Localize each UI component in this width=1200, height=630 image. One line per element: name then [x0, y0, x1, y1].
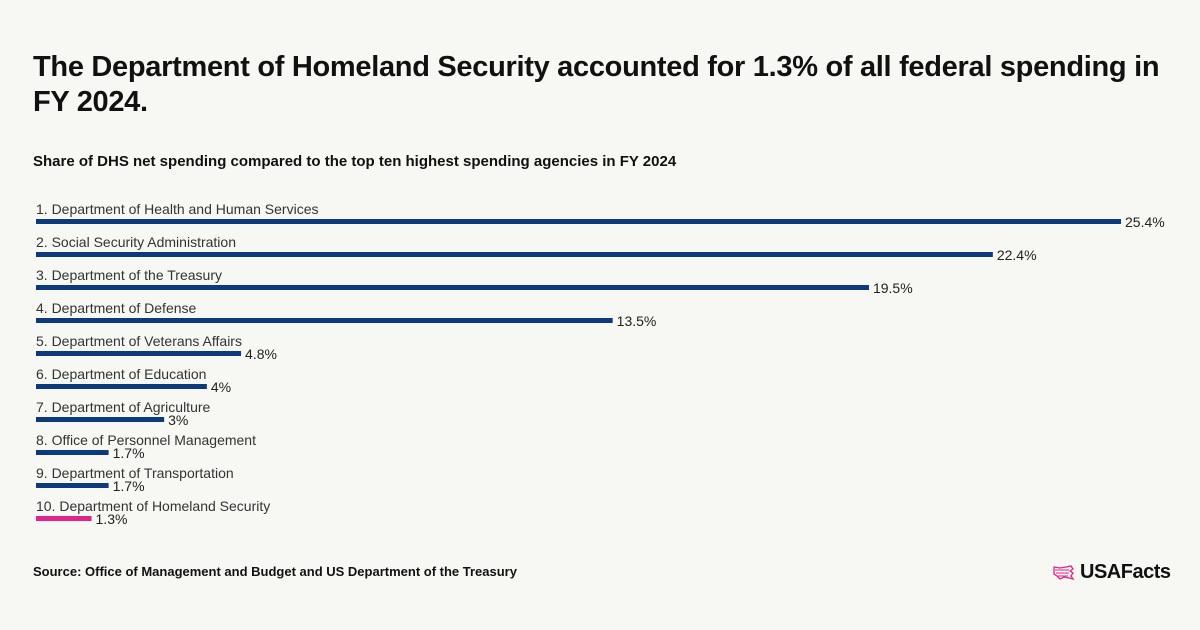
bar	[36, 285, 869, 290]
value-label: 1.7%	[113, 445, 145, 461]
value-label: 4%	[211, 379, 231, 395]
category-label: 5. Department of Veterans Affairs	[36, 333, 242, 349]
category-label: 6. Department of Education	[36, 366, 206, 382]
bar	[36, 318, 613, 323]
category-label: 4. Department of Defense	[36, 300, 197, 316]
value-label: 22.4%	[997, 247, 1037, 263]
bar	[36, 483, 109, 488]
category-label: 7. Department of Agriculture	[36, 399, 211, 415]
chart-title: The Department of Homeland Security acco…	[33, 51, 1160, 118]
chart-subtitle: Share of DHS net spending compared to th…	[33, 153, 677, 170]
category-label: 10. Department of Homeland Security	[36, 498, 270, 514]
category-label: 1. Department of Health and Human Servic…	[36, 201, 318, 217]
logo-text: USAFacts	[1080, 561, 1171, 583]
bar	[36, 450, 109, 455]
bar	[36, 252, 993, 257]
bar	[36, 219, 1121, 224]
value-label: 1.7%	[113, 478, 145, 494]
bar	[36, 384, 207, 389]
value-label: 3%	[168, 412, 188, 428]
category-label: 9. Department of Transportation	[36, 465, 234, 481]
bar	[36, 351, 242, 356]
bar	[36, 516, 92, 521]
usafacts-logo: USAFacts	[1052, 561, 1171, 584]
value-label: 4.8%	[245, 346, 277, 362]
value-label: 13.5%	[617, 313, 657, 329]
value-label: 1.3%	[96, 511, 128, 527]
source-note: Source: Office of Management and Budget …	[33, 564, 517, 579]
us-map-icon	[1053, 564, 1075, 580]
category-label: 3. Department of the Treasury	[36, 267, 222, 283]
category-label: 2. Social Security Administration	[36, 234, 236, 250]
value-label: 25.4%	[1125, 214, 1165, 230]
category-label: 8. Office of Personnel Management	[36, 432, 256, 448]
value-label: 19.5%	[873, 280, 913, 296]
bar	[36, 417, 165, 422]
